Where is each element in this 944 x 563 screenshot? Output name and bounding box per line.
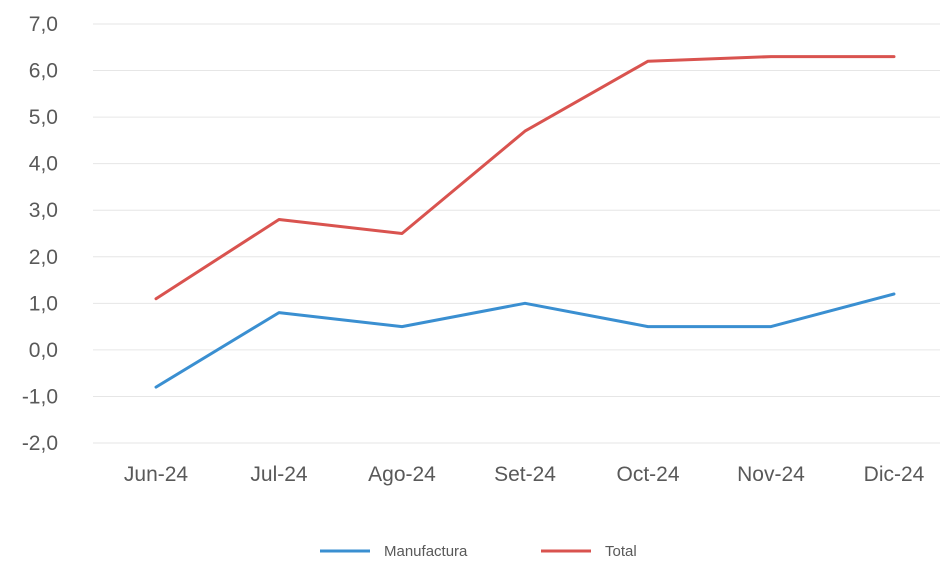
- series-lines: [154, 55, 896, 389]
- y-tick-label: -2,0: [22, 432, 58, 455]
- y-tick-label: 6,0: [29, 60, 58, 83]
- x-tick-label: Set-24: [494, 463, 556, 486]
- x-tick-label: Jul-24: [250, 463, 308, 486]
- y-tick-label: -1,0: [22, 385, 58, 408]
- gridlines: [93, 23, 940, 444]
- x-tick-label: Dic-24: [864, 463, 925, 486]
- legend: Manufactura Total: [320, 543, 637, 560]
- x-tick-label: Nov-24: [737, 463, 805, 486]
- y-tick-label: 5,0: [29, 106, 58, 129]
- y-tick-label: 2,0: [29, 246, 58, 269]
- y-tick-label: 7,0: [29, 13, 58, 36]
- y-axis-tick-labels: 7,0 6,0 5,0 4,0 3,0 2,0 1,0 0,0 -1,0 -2,0: [22, 13, 58, 455]
- x-axis-tick-labels: Jun-24 Jul-24 Ago-24 Set-24 Oct-24 Nov-24 Dic-…: [124, 463, 925, 486]
- y-tick-label: 0,0: [29, 339, 58, 362]
- x-tick-label: Oct-24: [616, 463, 679, 486]
- x-tick-label: Jun-24: [124, 463, 189, 486]
- legend-label-manufactura: Manufactura: [384, 543, 468, 560]
- y-tick-label: 4,0: [29, 153, 58, 176]
- legend-label-total: Total: [605, 543, 637, 560]
- y-tick-label: 3,0: [29, 199, 58, 222]
- series-line-manufactura: [154, 292, 896, 389]
- x-tick-label: Ago-24: [368, 463, 436, 486]
- y-tick-label: 1,0: [29, 292, 58, 315]
- series-line-total: [154, 55, 896, 301]
